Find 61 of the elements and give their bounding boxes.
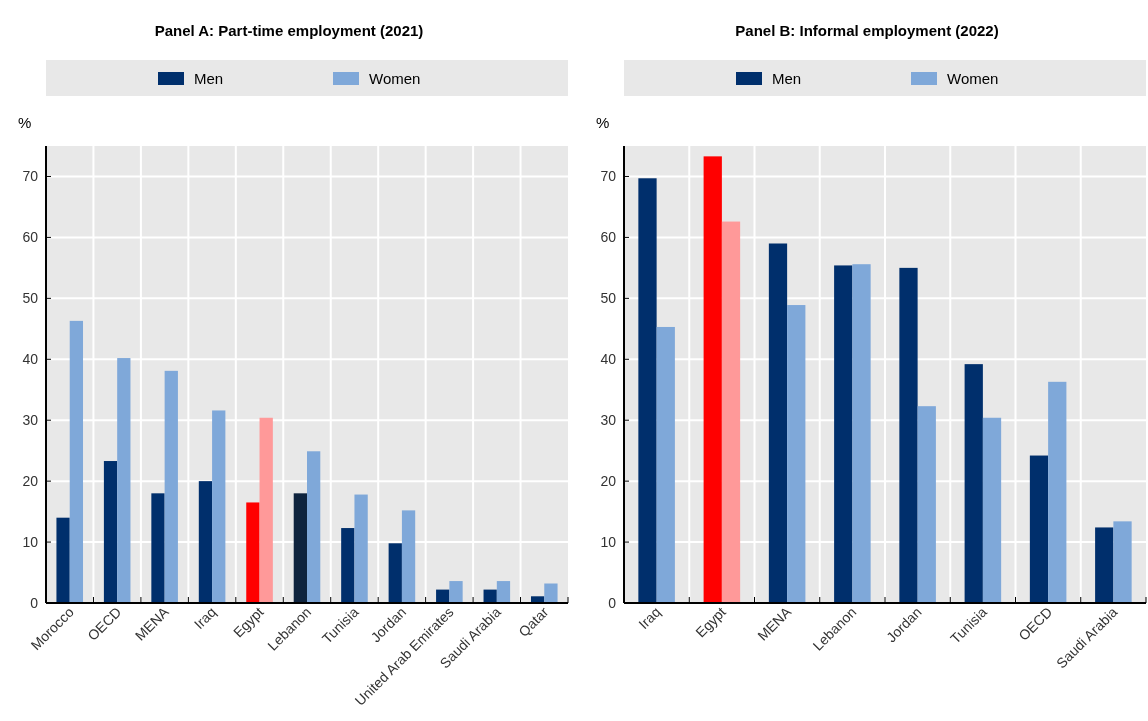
y-tick-label: 20 (600, 473, 617, 490)
bar (834, 265, 853, 603)
bar (1048, 381, 1067, 603)
legend-label: Men (194, 70, 224, 87)
legend-label: Women (369, 70, 421, 87)
x-tick-label: Iraq (635, 603, 664, 633)
chart-title: Panel A: Part-time employment (2021) (154, 22, 424, 39)
y-tick-label: 20 (22, 473, 39, 490)
x-tick-label: Iraq (190, 603, 220, 633)
bar (198, 481, 213, 603)
bar (117, 358, 131, 603)
bar (259, 417, 273, 603)
bar (638, 178, 657, 603)
bar (307, 451, 321, 603)
bar (69, 320, 84, 603)
y-tick-label: 10 (600, 534, 617, 551)
bar (164, 370, 178, 603)
y-tick-label: 40 (22, 351, 39, 368)
bar (401, 510, 416, 603)
y-tick-label: 50 (600, 290, 617, 307)
legend-label: Men (772, 70, 802, 87)
bar (388, 543, 402, 603)
y-tick-label: 50 (22, 290, 39, 307)
bar (544, 583, 558, 603)
y-tick-label: 60 (600, 229, 617, 246)
bar (852, 264, 871, 603)
bar (899, 267, 918, 603)
y-tick-label: 10 (22, 534, 39, 551)
y-axis-title: % (596, 114, 610, 131)
chart-title: Panel B: Informal employment (2022) (735, 22, 999, 39)
bar (354, 494, 368, 603)
bar (1095, 527, 1114, 603)
bar (103, 461, 118, 603)
bar (56, 517, 70, 603)
bar (787, 305, 806, 603)
bar (768, 243, 788, 603)
bar (1113, 521, 1132, 603)
bar (1029, 455, 1049, 603)
bar (341, 528, 355, 603)
bar (982, 417, 1002, 603)
bar (246, 502, 260, 603)
y-tick-label: 30 (22, 412, 39, 429)
y-tick-label: 60 (22, 229, 39, 246)
y-tick-label: 70 (600, 168, 617, 185)
y-tick-label: 40 (600, 351, 617, 368)
y-tick-label: 0 (608, 595, 617, 611)
bar (656, 326, 675, 603)
y-axis-title: % (18, 114, 32, 131)
bar (964, 364, 983, 603)
bar (721, 221, 741, 603)
bar (703, 156, 722, 603)
y-tick-label: 30 (600, 412, 617, 429)
bar (151, 493, 165, 603)
y-tick-label: 70 (22, 168, 39, 185)
legend-label: Women (947, 70, 999, 87)
bar (212, 410, 226, 603)
bar (293, 493, 307, 603)
y-tick-label: 0 (30, 595, 39, 611)
bar (449, 581, 463, 603)
bar (917, 406, 936, 603)
bar (496, 581, 511, 603)
